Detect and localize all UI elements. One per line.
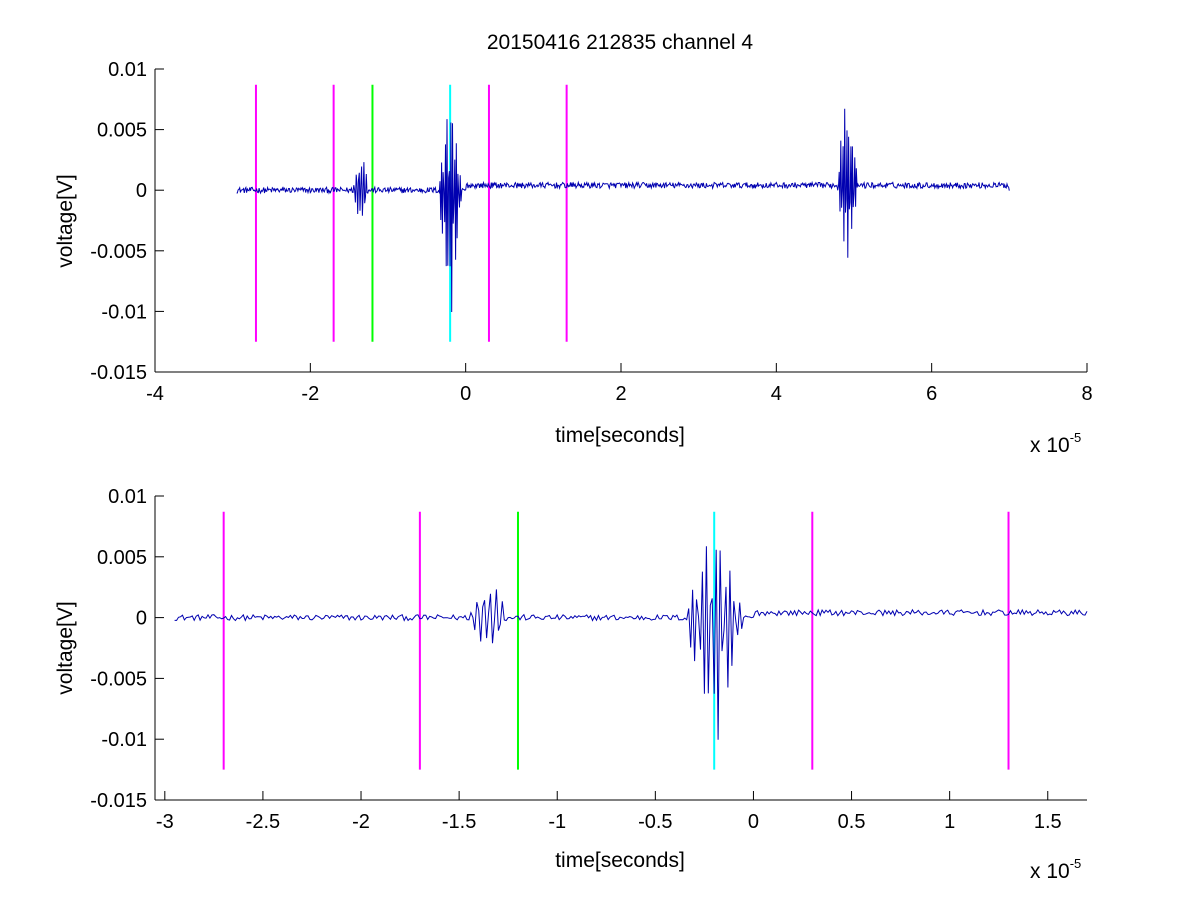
bottom-subplot: -3 -2.5 -2 -1.5 -1 -0.5 0 0.5 1 1.5 -0.015 -0.01 -0.…: [54, 486, 1088, 883]
bottom-x-exponent-power: -5: [1070, 856, 1082, 871]
bottom-signal-line: [174, 546, 1088, 740]
top-x-tick-label: 8: [1081, 383, 1092, 405]
bottom-axes: [154, 496, 1087, 801]
top-ticks: -4 -2 0 2 4 6 8 -0.015 -0.01 -0.005 0 0.005 0.01: [90, 59, 1092, 405]
top-y-axis-label: voltage[V]: [54, 174, 77, 267]
top-x-exponent-power: -5: [1070, 430, 1082, 445]
top-y-tick-label: 0.01: [108, 59, 147, 81]
bottom-y-axis-label: voltage[V]: [54, 601, 77, 694]
bottom-x-tick-label: 0: [748, 811, 759, 833]
top-y-tick-label: -0.015: [90, 362, 147, 384]
top-x-axis-label: time[seconds]: [555, 424, 685, 447]
bottom-x-tick-label: -0.5: [638, 811, 672, 833]
bottom-y-tick-label: 0.01: [108, 486, 147, 508]
bottom-y-tick-label: -0.005: [90, 668, 147, 690]
top-signal-trace: [236, 108, 1010, 313]
bottom-x-tick-label: -3: [156, 811, 174, 833]
top-x-exponent-base: x 10: [1030, 434, 1070, 457]
top-x-tick-label: -4: [146, 383, 164, 405]
bottom-signal-trace: [174, 546, 1088, 740]
top-y-tick-label: -0.005: [90, 241, 147, 263]
top-y-tick-label: 0: [136, 180, 147, 202]
top-signal-line: [236, 108, 1010, 313]
top-x-tick-label: 2: [615, 383, 626, 405]
top-axes: [154, 69, 1087, 373]
bottom-event-markers: [222, 511, 1010, 770]
bottom-y-tick-label: -0.01: [101, 729, 147, 751]
top-x-tick-label: -2: [301, 383, 319, 405]
bottom-y-tick-label: -0.015: [90, 790, 147, 812]
bottom-y-tick-label: 0: [136, 608, 147, 630]
top-subplot: -4 -2 0 2 4 6 8 -0.015 -0.01 -0.005 0 0.005 0.01 tim…: [54, 59, 1093, 457]
bottom-y-tick-label: 0.005: [97, 547, 147, 569]
top-event-markers: [254, 84, 568, 342]
top-x-exponent: x 10-5: [1030, 430, 1081, 457]
bottom-x-exponent-base: x 10: [1030, 860, 1070, 883]
bottom-x-tick-label: -2.5: [246, 811, 280, 833]
top-y-tick-label: 0.005: [97, 120, 147, 142]
bottom-ticks: -3 -2.5 -2 -1.5 -1 -0.5 0 0.5 1 1.5 -0.015 -0.01 -0.…: [90, 486, 1061, 833]
bottom-x-tick-label: -2: [352, 811, 370, 833]
figure-title: 20150416 212835 channel 4: [487, 31, 754, 54]
bottom-x-exponent: x 10-5: [1030, 856, 1081, 883]
top-x-tick-label: 4: [771, 383, 782, 405]
bottom-x-axis-label: time[seconds]: [555, 849, 685, 872]
bottom-x-tick-label: -1.5: [442, 811, 476, 833]
bottom-x-tick-label: -1: [548, 811, 566, 833]
bottom-x-tick-label: 1: [944, 811, 955, 833]
top-x-tick-label: 6: [926, 383, 937, 405]
bottom-x-tick-label: 0.5: [838, 811, 866, 833]
top-y-tick-label: -0.01: [101, 301, 147, 323]
bottom-x-tick-label: 1.5: [1034, 811, 1062, 833]
top-x-tick-label: 0: [460, 383, 471, 405]
